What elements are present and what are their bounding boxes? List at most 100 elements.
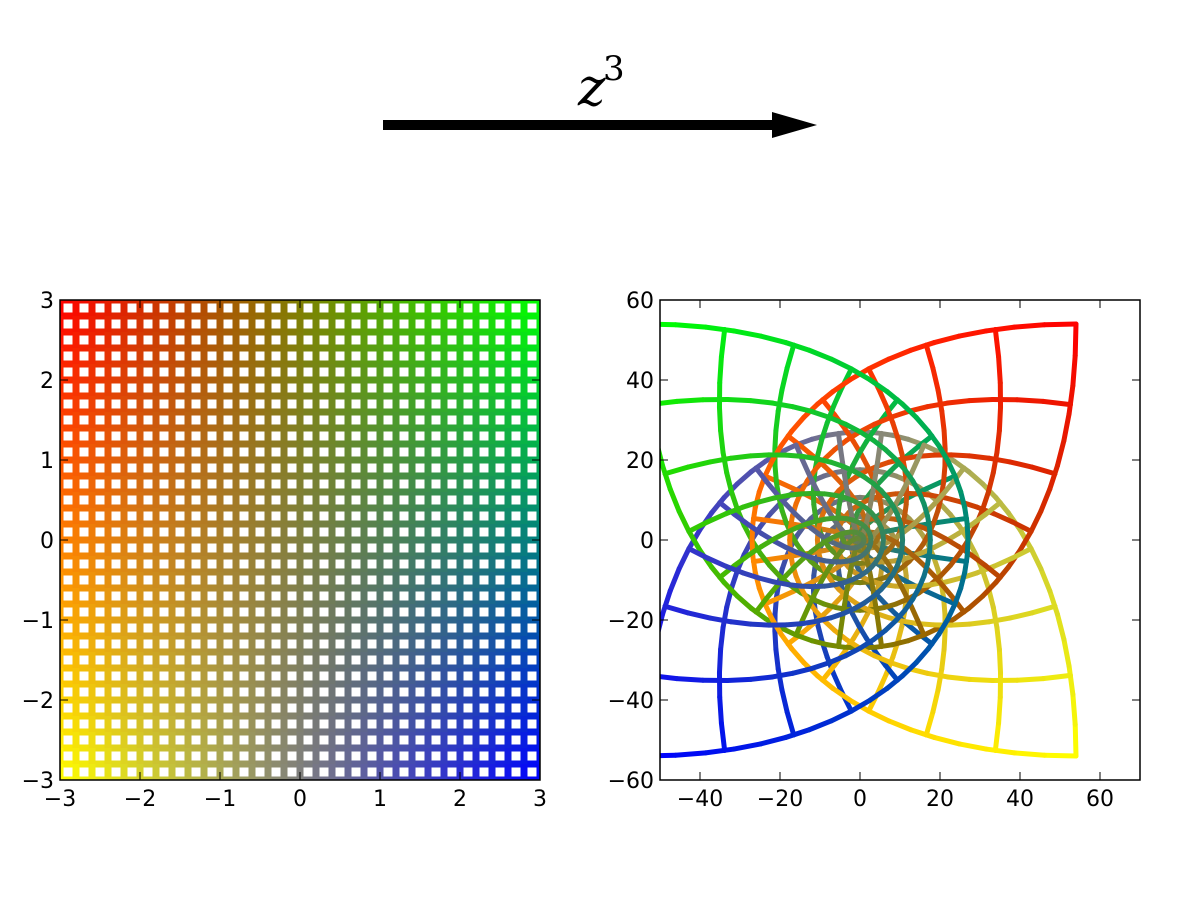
grid-curve-segment (720, 449, 730, 476)
grid-curve-segment (948, 452, 972, 459)
y-tick-label: 2 (40, 369, 54, 394)
grid-curve-segment (762, 601, 775, 622)
grid-curve-segment (1009, 519, 1034, 534)
grid-curve-segment (883, 662, 900, 683)
grid-curve-segment (875, 671, 889, 695)
grid-curve-segment (842, 421, 863, 435)
grid-curve-segment (941, 463, 948, 485)
grid-curve-segment (674, 397, 706, 404)
grid-curve-segment (924, 670, 951, 680)
grid-curve-segment (943, 495, 964, 505)
grid-curve-segment (703, 746, 737, 756)
grid-curve-segment (980, 568, 992, 591)
grid-curve-segment (799, 618, 820, 627)
grid-curve-segment (900, 453, 921, 462)
grid-curve-segment (1009, 546, 1034, 561)
grid-curve-segment (964, 537, 971, 559)
grid-curve-segment (982, 500, 1003, 517)
grid-curve-segment (667, 566, 682, 594)
grid-curve-segment (990, 449, 1000, 476)
grid-curve-segment (750, 505, 758, 527)
grid-curve-segment (1072, 321, 1079, 359)
grid-curve-segment (1011, 322, 1047, 330)
grid-curve-segment (651, 414, 656, 441)
grid-curve-segment (867, 377, 890, 394)
grid-curve-segment (824, 403, 837, 426)
grid-curve-segment (1066, 383, 1076, 417)
x-tick-label: −20 (757, 787, 803, 812)
grid-curve-segment (773, 408, 781, 434)
grid-curve-segment (778, 625, 799, 638)
grid-curve-segment (991, 511, 1015, 525)
grid-curve-segment (740, 570, 762, 581)
grid-curve-segment (705, 511, 729, 525)
grid-curve-segment (945, 458, 958, 479)
grid-curve-segment (835, 430, 844, 452)
grid-curve-segment (1072, 721, 1079, 759)
grid-curve-segment (993, 564, 1011, 585)
grid-curve-segment (660, 752, 679, 759)
grid-curve-segment (660, 674, 680, 682)
grid-curve-segment (870, 627, 888, 643)
grid-curve-segment (994, 428, 1002, 455)
grid-curve-segment (956, 741, 989, 752)
grid-curve-segment (809, 408, 832, 420)
grid-curve-segment (915, 617, 927, 638)
grid-curve-segment (1011, 750, 1047, 758)
grid-curve-segment (908, 727, 937, 740)
grid-curve-segment (748, 398, 775, 406)
grid-curve-segment (943, 575, 964, 585)
grid-curve-segment (1061, 636, 1072, 669)
grid-curve-segment (676, 546, 692, 572)
grid-curve-segment (883, 403, 896, 426)
grid-curve-segment (936, 616, 951, 637)
grid-curve-segment (686, 528, 703, 553)
grid-curve-segment (1066, 663, 1076, 697)
grid-curve-segment (1007, 459, 1035, 470)
grid-curve-segment (789, 646, 807, 666)
grid-curve-segment (732, 511, 752, 528)
grid-curve-segment (1047, 588, 1060, 617)
grid-curve-segment (746, 543, 765, 558)
grid-curve-segment (899, 660, 919, 679)
grid-curve-segment (966, 593, 986, 611)
grid-curve-segment (886, 718, 914, 733)
grid-curve-segment (996, 354, 1003, 386)
grid-curve-segment (996, 404, 1004, 434)
grid-curve-segment (773, 646, 781, 672)
grid-curve-segment (900, 618, 921, 627)
grid-curve-segment (940, 583, 956, 601)
grid-curve-segment (1028, 508, 1044, 534)
x-tick-label: 60 (1086, 787, 1114, 812)
grid-curve-segment (820, 662, 837, 683)
grid-curve-segment (769, 400, 796, 410)
grid-curve-segment (783, 452, 805, 459)
grid-curve-segment (921, 625, 942, 638)
grid-curve-segment (686, 546, 711, 561)
grid-curve-segment (779, 687, 790, 715)
grid-curve-segment (948, 621, 972, 628)
grid-curve-segment (983, 324, 1017, 334)
grid-curve-segment (728, 568, 740, 591)
arrow-head (772, 112, 817, 138)
grid-curve-segment (748, 621, 772, 628)
grid-curve-segment (966, 469, 986, 487)
grid-curve-segment (731, 328, 764, 339)
grid-curve-segment (931, 734, 962, 747)
grid-curve-segment (728, 619, 754, 627)
grid-curve-segment (915, 433, 935, 450)
grid-curve-segment (968, 511, 988, 528)
grid-curve-segment (935, 666, 945, 693)
grid-curve-segment (940, 479, 956, 497)
x-tick-label: −3 (44, 787, 76, 812)
grid-curve-segment (826, 414, 848, 427)
grid-curve-segment (986, 615, 1013, 625)
grid-curve-segment (993, 495, 1011, 516)
x-tick-label: 0 (853, 787, 867, 812)
y-tick-label: −60 (608, 769, 654, 794)
x-tick-label: 3 (533, 787, 547, 812)
grid-curve-segment (1054, 611, 1067, 642)
grid-curve-segment (784, 342, 797, 371)
grid-curve-segment (789, 414, 807, 434)
